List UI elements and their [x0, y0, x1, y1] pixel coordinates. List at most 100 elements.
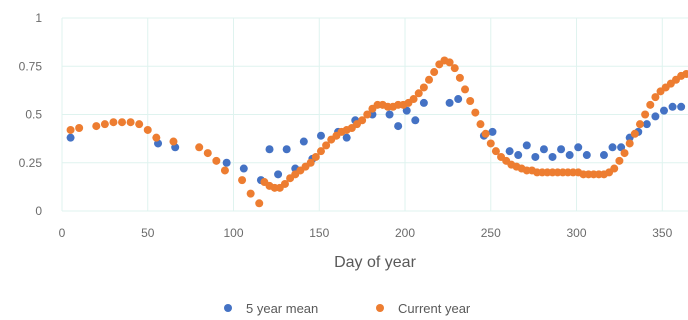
gridlines — [61, 17, 688, 212]
x-axis-ticks: 0 50 100 150 200 250 300 350 — [59, 226, 673, 240]
data-point — [677, 102, 686, 111]
data-points — [66, 56, 688, 208]
legend-label: 5 year mean — [246, 301, 318, 316]
data-point — [322, 141, 331, 150]
data-point — [641, 110, 650, 119]
data-point — [409, 95, 418, 104]
data-point — [481, 129, 490, 138]
data-point — [220, 166, 229, 175]
data-point — [557, 145, 566, 154]
data-point — [411, 116, 420, 125]
data-point — [135, 120, 144, 129]
x-tick-label: 250 — [481, 226, 501, 240]
data-point — [505, 147, 514, 156]
data-point — [610, 164, 619, 173]
data-point — [620, 149, 629, 158]
data-point — [514, 151, 523, 160]
data-point — [651, 93, 660, 102]
data-point — [169, 137, 178, 146]
data-point — [385, 110, 394, 119]
data-point — [642, 120, 651, 129]
data-point — [419, 83, 428, 92]
data-point — [282, 145, 291, 154]
data-point — [659, 106, 668, 115]
data-point — [425, 75, 434, 84]
y-tick-label: 1 — [35, 11, 42, 25]
data-point — [75, 124, 84, 133]
data-point — [599, 151, 608, 160]
data-point — [222, 158, 231, 167]
data-point — [143, 125, 152, 134]
data-point — [238, 176, 247, 185]
data-point — [617, 143, 626, 152]
legend-label: Current year — [398, 301, 471, 316]
data-point — [311, 152, 320, 161]
data-point — [651, 112, 660, 121]
x-tick-label: 200 — [395, 226, 415, 240]
series-five-year-mean — [66, 95, 686, 185]
x-tick-label: 350 — [652, 226, 672, 240]
y-tick-label: 0.25 — [19, 156, 43, 170]
x-axis-label: Day of year — [334, 254, 416, 271]
data-point — [491, 147, 500, 156]
data-point — [574, 143, 583, 152]
x-tick-label: 50 — [141, 226, 155, 240]
y-tick-label: 0.75 — [19, 59, 43, 73]
data-point — [450, 64, 459, 73]
data-point — [445, 58, 454, 67]
data-point — [316, 131, 325, 140]
data-point — [565, 151, 574, 160]
data-point — [299, 137, 308, 146]
data-point — [358, 116, 367, 125]
data-point — [66, 125, 75, 134]
data-point — [461, 85, 470, 94]
data-point — [476, 120, 485, 129]
data-point — [255, 199, 264, 208]
y-tick-label: 0.5 — [25, 108, 42, 122]
data-point — [488, 127, 497, 136]
data-point — [109, 118, 118, 127]
data-point — [239, 164, 248, 173]
x-tick-label: 0 — [59, 226, 66, 240]
data-point — [445, 98, 454, 107]
data-point — [306, 158, 315, 167]
series-current-year — [66, 56, 688, 208]
data-point — [342, 133, 351, 142]
data-point — [92, 122, 101, 131]
data-point — [212, 156, 221, 165]
y-axis-ticks: 0 0.25 0.5 0.75 1 — [19, 11, 43, 218]
data-point — [152, 133, 161, 142]
data-point — [625, 139, 634, 148]
data-point — [454, 95, 463, 104]
data-point — [430, 68, 439, 77]
x-tick-label: 100 — [223, 226, 243, 240]
data-point — [582, 151, 591, 160]
legend-marker — [376, 304, 384, 312]
data-point — [682, 69, 688, 78]
data-point — [274, 170, 283, 179]
data-point — [646, 100, 655, 109]
data-point — [195, 143, 204, 152]
data-point — [466, 96, 475, 105]
data-point — [630, 129, 639, 138]
data-point — [363, 110, 372, 119]
data-point — [608, 143, 617, 152]
data-point — [246, 189, 255, 198]
data-point — [394, 122, 403, 131]
data-point — [522, 141, 531, 150]
x-tick-label: 150 — [309, 226, 329, 240]
data-point — [203, 149, 212, 158]
data-point — [414, 89, 423, 98]
data-point — [419, 98, 428, 107]
data-point — [486, 139, 495, 148]
data-point — [280, 179, 289, 188]
data-point — [402, 106, 411, 115]
data-point — [118, 118, 127, 127]
data-point — [668, 102, 677, 111]
y-tick-label: 0 — [35, 204, 42, 218]
data-point — [316, 147, 325, 156]
data-point — [455, 73, 464, 82]
data-point — [615, 156, 624, 165]
data-point — [635, 120, 644, 129]
